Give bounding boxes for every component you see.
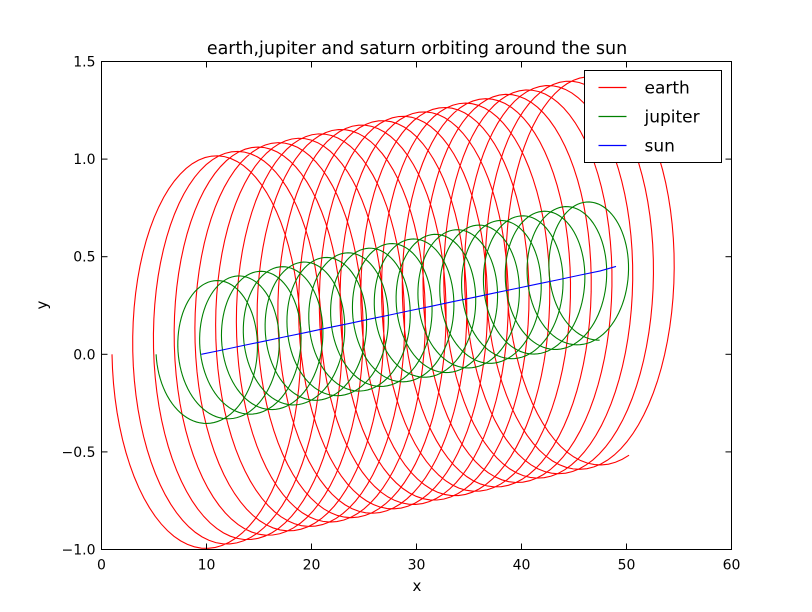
y-tick-label: −1.0 bbox=[62, 543, 96, 559]
y-tick-label: 1.0 bbox=[73, 152, 95, 168]
x-tick-label: 50 bbox=[618, 558, 636, 574]
x-axis: 0 10 20 30 40 50 60 bbox=[97, 61, 741, 574]
y-tick-label: 0.5 bbox=[73, 250, 95, 266]
series-line-jupiter bbox=[155, 201, 630, 424]
y-axis-label: y bbox=[33, 300, 51, 309]
x-axis-label: x bbox=[413, 577, 422, 595]
x-tick-label: 30 bbox=[408, 558, 426, 574]
series-line-sun bbox=[201, 265, 617, 355]
legend-label-jupiter: jupiter bbox=[644, 108, 700, 128]
x-tick-label: 60 bbox=[723, 558, 741, 574]
x-tick-label: 20 bbox=[303, 558, 321, 574]
legend: earth jupiter sun bbox=[584, 70, 722, 163]
legend-label-earth: earth bbox=[645, 79, 690, 99]
legend-label-sun: sun bbox=[645, 137, 675, 157]
x-tick-label: 40 bbox=[513, 558, 531, 574]
y-tick-label: −0.5 bbox=[62, 445, 96, 461]
series-line-earth bbox=[111, 76, 675, 549]
plot-area bbox=[111, 76, 675, 549]
x-tick-label: 0 bbox=[97, 558, 106, 574]
x-tick-label: 10 bbox=[198, 558, 216, 574]
y-tick-label: 1.5 bbox=[73, 55, 95, 71]
chart-title: earth,jupiter and saturn orbiting around… bbox=[207, 39, 627, 59]
y-axis: −1.0 −0.5 0.0 0.5 1.0 1.5 bbox=[62, 55, 732, 559]
y-tick-label: 0.0 bbox=[73, 347, 95, 363]
